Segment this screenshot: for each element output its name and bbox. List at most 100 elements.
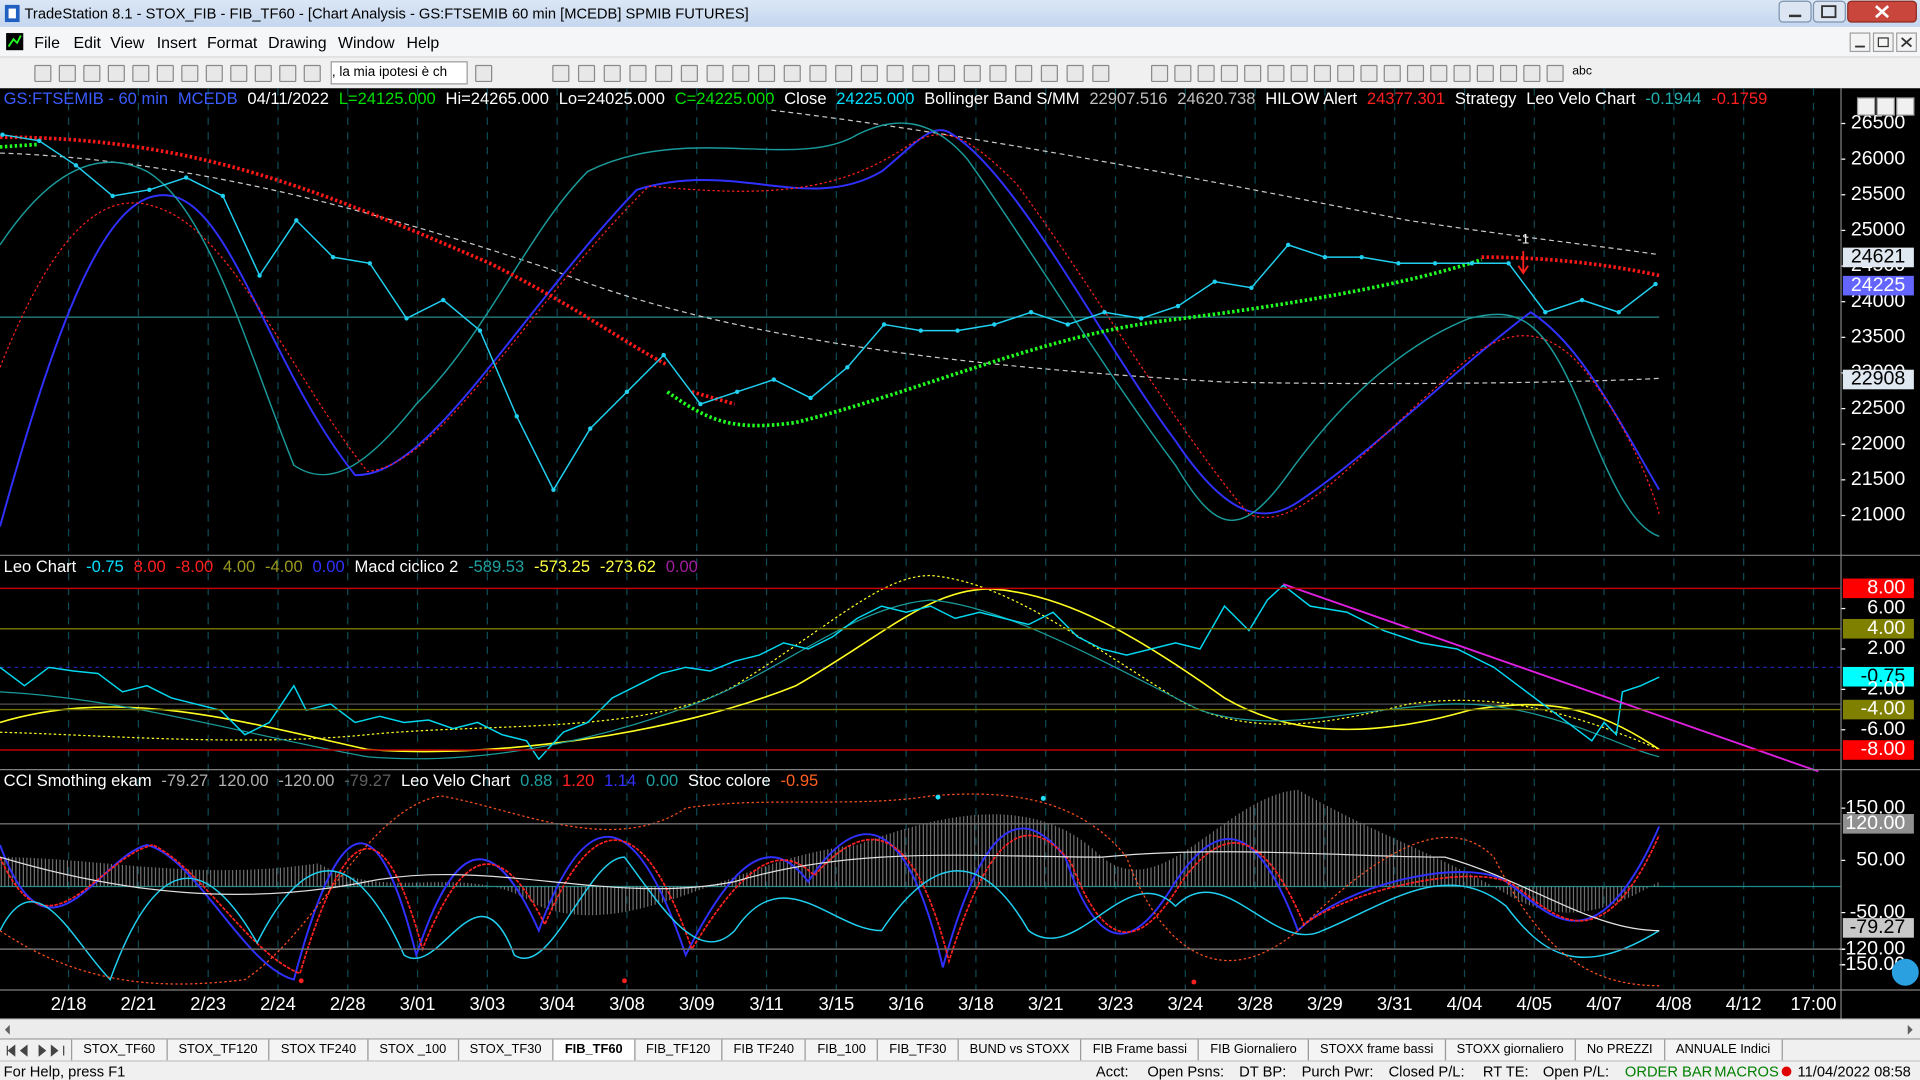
text-tool[interactable]: abc [1572,64,1592,79]
toolbar-button[interactable] [1220,64,1238,83]
macros-indicator[interactable]: MACROS [1714,1062,1779,1080]
toolbar-button[interactable] [1360,64,1378,83]
toolbar-button[interactable] [577,64,596,83]
legend-item: Leo Velo Chart [1526,89,1636,108]
sheet-tab[interactable]: FIB_TF30 [876,1039,959,1062]
status-field: RT TE: [1482,1062,1529,1080]
toolbar-button[interactable] [132,64,150,83]
toolbar-button[interactable] [629,64,647,83]
toolbar-button[interactable] [1313,64,1332,83]
toolbar-button[interactable] [552,64,570,83]
axis-label-bg [1842,666,1914,687]
sheet-tab[interactable]: STOX _100 [367,1039,459,1062]
toolbar-button[interactable] [809,64,827,83]
drawing-combo[interactable]: , la mia ipotesi è ch [330,61,468,85]
toolbar-button[interactable] [1092,64,1110,83]
toolbar-button[interactable] [475,64,493,83]
toolbar-button[interactable] [989,64,1007,83]
menu-item[interactable]: Drawing [268,33,327,52]
menu-item[interactable]: Format [206,33,258,52]
toolbar-button[interactable] [156,64,174,83]
sheet-tab[interactable]: STOX TF240 [268,1039,369,1062]
toolbar-button[interactable] [1546,64,1564,83]
sheet-tab[interactable]: FIB Frame bassi [1080,1039,1200,1062]
toolbar-button[interactable] [1290,64,1308,83]
toolbar-button[interactable] [1337,64,1355,83]
price-point [771,377,777,382]
toolbar-button[interactable] [912,64,930,83]
sheet-tab[interactable]: STOX_TF60 [71,1039,168,1062]
legend-item: -589.53 [468,557,525,576]
y-tick-label: 22908 [1851,368,1906,390]
toolbar-button[interactable] [1040,64,1058,83]
toolbar-button[interactable] [860,64,878,83]
toolbar-button[interactable] [107,64,125,83]
scroll-arrows[interactable] [0,1020,1920,1040]
mdi-controls[interactable] [1849,32,1920,53]
toolbar-button[interactable] [1066,64,1084,83]
sheet-tab[interactable]: STOX_TF30 [457,1039,554,1062]
sheet-tab[interactable]: No PREZZI [1574,1039,1665,1062]
price-point [624,389,630,395]
toolbar-button[interactable] [1430,64,1448,83]
sheet-tab[interactable]: BUND vs STOXX [957,1039,1082,1062]
sheet-tab[interactable]: FIB_TF120 [633,1039,723,1062]
price-point [73,163,79,168]
toolbar-button[interactable] [835,64,853,83]
sheet-tab[interactable]: FIB Giornaliero [1198,1039,1309,1062]
toolbar-button[interactable] [1383,64,1401,83]
toolbar-button[interactable] [1197,64,1215,83]
menu-item[interactable]: File [34,33,60,52]
toolbar-button[interactable] [706,64,724,83]
menu-item[interactable]: View [110,33,145,52]
toolbar-button[interactable] [1267,64,1285,83]
toolbar-button[interactable] [1244,64,1262,83]
toolbar-button[interactable] [254,64,272,83]
toolbar-button[interactable] [1015,64,1033,83]
menu-item[interactable]: Window [337,33,395,52]
toolbar-button[interactable] [1174,64,1192,83]
toolbar-button[interactable] [886,64,904,83]
toolbar-button[interactable] [1500,64,1518,83]
toolbar-button[interactable] [83,64,101,83]
toolbar-button[interactable] [655,64,673,83]
tab-bar: STOX_TF60 STOX_TF120 STOX TF240 STOX _100 ST… [0,1038,1920,1062]
toolbar-button[interactable] [205,64,223,83]
toolbar-button[interactable] [732,64,750,83]
toolbar-button[interactable] [230,64,248,83]
sheet-tab[interactable]: STOXX frame bassi [1307,1039,1446,1062]
toolbar-button[interactable] [680,64,698,83]
legend-item: 0.00 [665,557,698,576]
tab-nav[interactable] [2,1042,68,1059]
axis-buttons[interactable] [1856,97,1919,986]
sheet-tab[interactable]: ANNUALE Indici [1663,1039,1783,1062]
toolbar-button[interactable] [1523,64,1541,83]
sheet-tab[interactable]: STOX_TF120 [166,1039,270,1062]
menu-item[interactable]: Insert [156,33,197,52]
horizontal-scrollbar[interactable] [0,1018,1920,1040]
toolbar-button[interactable] [783,64,801,83]
toolbar-button[interactable] [1453,64,1471,83]
toolbar-button[interactable] [34,64,52,83]
toolbar-button[interactable] [303,64,321,83]
window-controls[interactable] [1778,0,1920,24]
toolbar-button[interactable] [757,64,776,83]
menu-item[interactable]: Help [406,33,440,52]
toolbar-button[interactable] [58,64,76,83]
toolbar-button[interactable] [1406,64,1425,83]
sheet-tab[interactable]: FIB_TF60 [552,1039,635,1062]
legend-item: L=24125.000 [338,89,436,108]
toolbar-button[interactable] [937,64,956,83]
legend-item: -0.1944 [1645,89,1702,108]
toolbar-button[interactable] [181,64,199,83]
order-bar-indicator[interactable]: ORDER BAR [1624,1062,1713,1080]
sheet-tab[interactable]: FIB TF240 [721,1039,807,1062]
sheet-tab[interactable]: FIB_100 [805,1039,879,1062]
toolbar-button[interactable] [603,64,621,83]
toolbar-button[interactable] [963,64,981,83]
sheet-tab[interactable]: STOXX giornaliero [1444,1039,1576,1062]
toolbar-button[interactable] [1151,64,1169,83]
toolbar-button[interactable] [1476,64,1494,83]
toolbar-button[interactable] [279,64,297,83]
menu-item[interactable]: Edit [73,33,101,52]
